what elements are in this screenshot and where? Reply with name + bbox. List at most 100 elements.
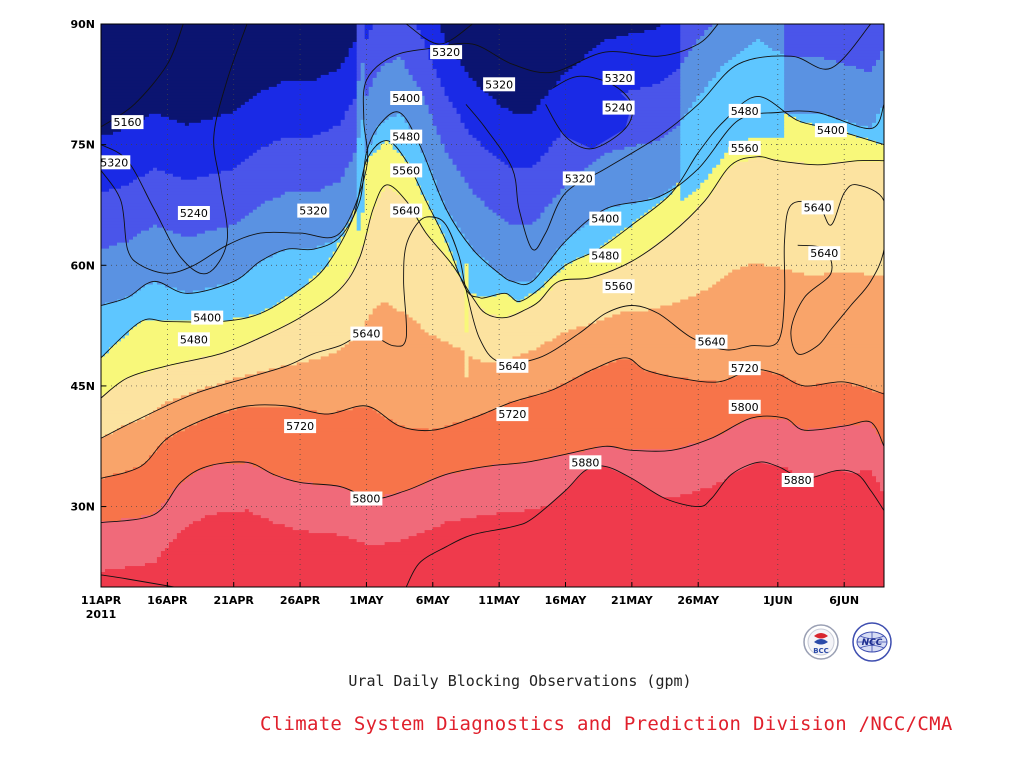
contour-label-text: 5480 [731, 105, 759, 118]
contour-fill-cell [132, 326, 282, 331]
contour-fill-cell [356, 83, 366, 88]
contour-fill-cell [608, 239, 661, 244]
contour-fill-cell [444, 233, 466, 238]
contour-fill-cell [876, 140, 884, 145]
contour-fill-cell [492, 464, 884, 468]
contour-fill-cell [540, 299, 681, 304]
contour-label: 5400 [814, 123, 847, 138]
contour-label-box [728, 399, 761, 414]
x-tick-year-label: 2011 [86, 608, 117, 621]
contour-fill-cell [356, 104, 430, 109]
contour-fill-cell [508, 278, 534, 283]
contour-fill-cell [544, 293, 697, 298]
contour-label: 5480 [728, 103, 761, 118]
contour-fill-cell [540, 458, 884, 462]
contour-fill-cell [496, 101, 542, 106]
contour-fill-cell [312, 308, 374, 313]
contour-fill-cell [876, 431, 884, 435]
contour-fill-cell [344, 167, 358, 172]
contour-fill-cell [680, 134, 785, 139]
contour-fill-cell [284, 476, 438, 480]
contour-label-text: 5560 [605, 280, 633, 293]
contour-fill-cell [360, 128, 366, 133]
contour-fill-cell [632, 224, 681, 229]
contour-fill-cell [568, 380, 717, 384]
contour-fill-cell [376, 200, 410, 205]
contour-fill-cell [784, 29, 884, 34]
contour-fill-cell [784, 119, 801, 124]
contour-fill-cell [200, 119, 342, 124]
contour-fill-cell [732, 164, 884, 169]
contour-fill-cell [376, 74, 414, 79]
contour-fill-cell [680, 59, 685, 64]
contour-fill-cell [101, 161, 242, 166]
contour-fill-cell [101, 287, 142, 292]
contour-fill-cell [536, 347, 884, 352]
contour-fill-cell [560, 269, 609, 274]
contour-label-text: 5400 [392, 92, 420, 105]
contour-fill-cell [400, 194, 426, 199]
contour-fill-cell [352, 158, 358, 163]
contour-fill-cell [420, 224, 442, 229]
contour-fill-cell [416, 140, 442, 145]
x-tick-label: 11MAY [478, 594, 521, 607]
contour-fill-cell [101, 329, 130, 334]
contour-fill-cell [180, 530, 310, 534]
contour-fill-cell [568, 236, 613, 241]
contour-label-text: 5720 [286, 420, 314, 433]
contour-fill-cell [428, 104, 454, 109]
contour-fill-cell [444, 206, 490, 211]
contour-fill-cell [356, 212, 362, 217]
contour-fill-cell [356, 125, 362, 130]
contour-fill-cell [768, 44, 785, 49]
contour-fill-cell [101, 218, 242, 223]
contour-fill-cell [700, 92, 785, 97]
contour-fill-cell [200, 518, 270, 522]
contour-fill-cell [552, 254, 585, 259]
contour-fill-cell [108, 389, 198, 393]
contour-fill-cell [736, 140, 877, 145]
contour-fill-cell [372, 311, 406, 316]
contour-fill-cell [680, 74, 717, 79]
contour-fill-cell [600, 212, 645, 217]
contour-fill-cell [240, 275, 314, 280]
contour-fill-cell [316, 245, 338, 250]
contour-fill-cell [101, 485, 178, 489]
contour-fill-cell [328, 260, 358, 265]
contour-fill-cell [784, 125, 825, 130]
contour-fill-cell [428, 164, 458, 169]
contour-fill-cell [828, 113, 877, 118]
contour-fill-cell [492, 152, 546, 157]
contour-fill-cell [348, 272, 458, 277]
contour-fill-cell [440, 29, 645, 34]
contour-fill-cell [468, 131, 562, 136]
contour-fill-cell [516, 311, 621, 316]
contour-fill-cell [640, 254, 884, 259]
contour-fill-cell [368, 146, 382, 151]
contour-fill-cell [484, 146, 550, 151]
contour-fill-cell [101, 434, 106, 438]
contour-fill-cell [496, 155, 542, 160]
contour-fill-cell [252, 338, 354, 343]
contour-fill-cell [104, 434, 174, 438]
contour-label: 5640 [350, 326, 383, 341]
contour-fill-cell [668, 194, 681, 199]
contour-fill-cell [232, 377, 573, 381]
contour-fill-cell [101, 98, 250, 103]
contour-fill-cell [101, 545, 170, 549]
contour-fill-cell [556, 248, 597, 253]
contour-fill-cell [364, 71, 378, 76]
contour-fill-cell [468, 302, 478, 307]
contour-fill-cell [348, 104, 358, 109]
contour-fill-cell [164, 437, 709, 441]
contour-label: 5640 [808, 246, 841, 261]
contour-fill-cell [101, 461, 146, 465]
contour-fill-cell [488, 410, 884, 414]
contour-fill-cell [592, 47, 681, 52]
contour-fill-cell [112, 431, 178, 435]
contour-label-box [589, 248, 622, 263]
contour-fill-cell [468, 182, 566, 187]
contour-fill-cell [396, 308, 466, 313]
contour-fill-cell [716, 185, 884, 190]
x-tick-label: 11APR [81, 594, 122, 607]
